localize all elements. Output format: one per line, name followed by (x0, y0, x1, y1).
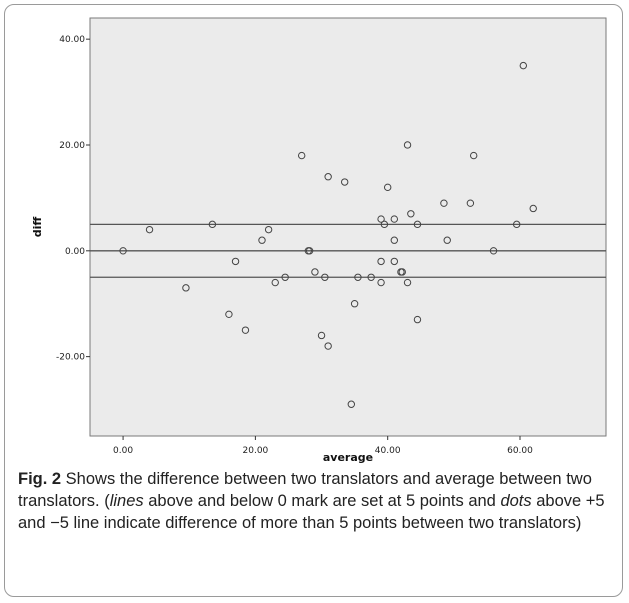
data-points (119, 61, 537, 408)
data-point (466, 199, 475, 207)
x-axis-title: average (323, 451, 373, 464)
caption-label: Fig. 2 (18, 470, 62, 488)
data-point (383, 183, 392, 192)
data-point (469, 151, 478, 160)
data-point (380, 220, 389, 229)
y-tick-label: 40.00 (59, 35, 85, 45)
data-point (271, 278, 279, 287)
y-tick-label: -20.00 (56, 353, 85, 363)
data-point (258, 236, 266, 244)
data-point (225, 310, 233, 319)
data-point (305, 247, 314, 255)
data-point (377, 278, 385, 287)
data-point (512, 220, 521, 229)
data-point (489, 247, 498, 255)
data-point (443, 236, 451, 244)
data-point (390, 215, 399, 223)
data-point (311, 268, 319, 276)
x-tick-label: 0.00 (113, 446, 133, 456)
y-tick-label: 0.00 (65, 247, 85, 257)
caption-text-3: above +5 and −5 line indicate difference… (18, 492, 605, 532)
caption-lines-word: lines (109, 492, 144, 510)
data-point (324, 173, 332, 181)
data-point (413, 315, 422, 324)
caption-dots-word: dots (500, 492, 532, 510)
data-point (407, 210, 415, 218)
data-point (297, 151, 306, 160)
caption-text-1: Shows the difference between two transla… (18, 470, 592, 510)
data-point (377, 215, 385, 223)
x-tick-label: 40.00 (375, 446, 401, 456)
data-point (119, 247, 127, 255)
data-point (321, 273, 329, 281)
data-point (182, 284, 190, 292)
y-axis-title: diff (31, 217, 44, 238)
data-point (403, 278, 412, 287)
data-point (231, 257, 240, 266)
data-point (390, 236, 399, 244)
data-point (208, 220, 217, 229)
data-point (519, 61, 528, 70)
data-point (390, 257, 399, 266)
data-point (145, 225, 154, 234)
data-point (264, 225, 273, 234)
data-point (529, 204, 537, 213)
data-point (281, 273, 289, 281)
data-point (403, 141, 412, 149)
data-point (317, 331, 326, 340)
data-point (367, 273, 375, 281)
caption-text-2: above and below 0 mark are set at 5 poin… (143, 492, 501, 510)
data-point (324, 342, 332, 350)
x-tick-label: 20.00 (243, 446, 269, 456)
y-tick-label: 20.00 (59, 141, 85, 151)
x-tick-label: 60.00 (507, 446, 533, 456)
data-point (340, 178, 349, 186)
data-point (241, 326, 250, 334)
scatter-chart: 0.00 20.00 40.00 60.00-20.000.0020.0040.00 … (31, 17, 607, 464)
data-point (350, 300, 359, 308)
data-point (413, 220, 422, 229)
figure-caption: Fig. 2 Shows the difference between two … (18, 468, 614, 534)
data-point (377, 257, 385, 266)
plot-area (89, 17, 607, 437)
axes: 0.00 20.00 40.00 60.00 -20.00 0.00 20.00 40.00 (56, 35, 533, 456)
data-point (440, 199, 448, 207)
data-point (347, 400, 356, 408)
data-point (398, 268, 406, 276)
data-point (354, 273, 362, 281)
